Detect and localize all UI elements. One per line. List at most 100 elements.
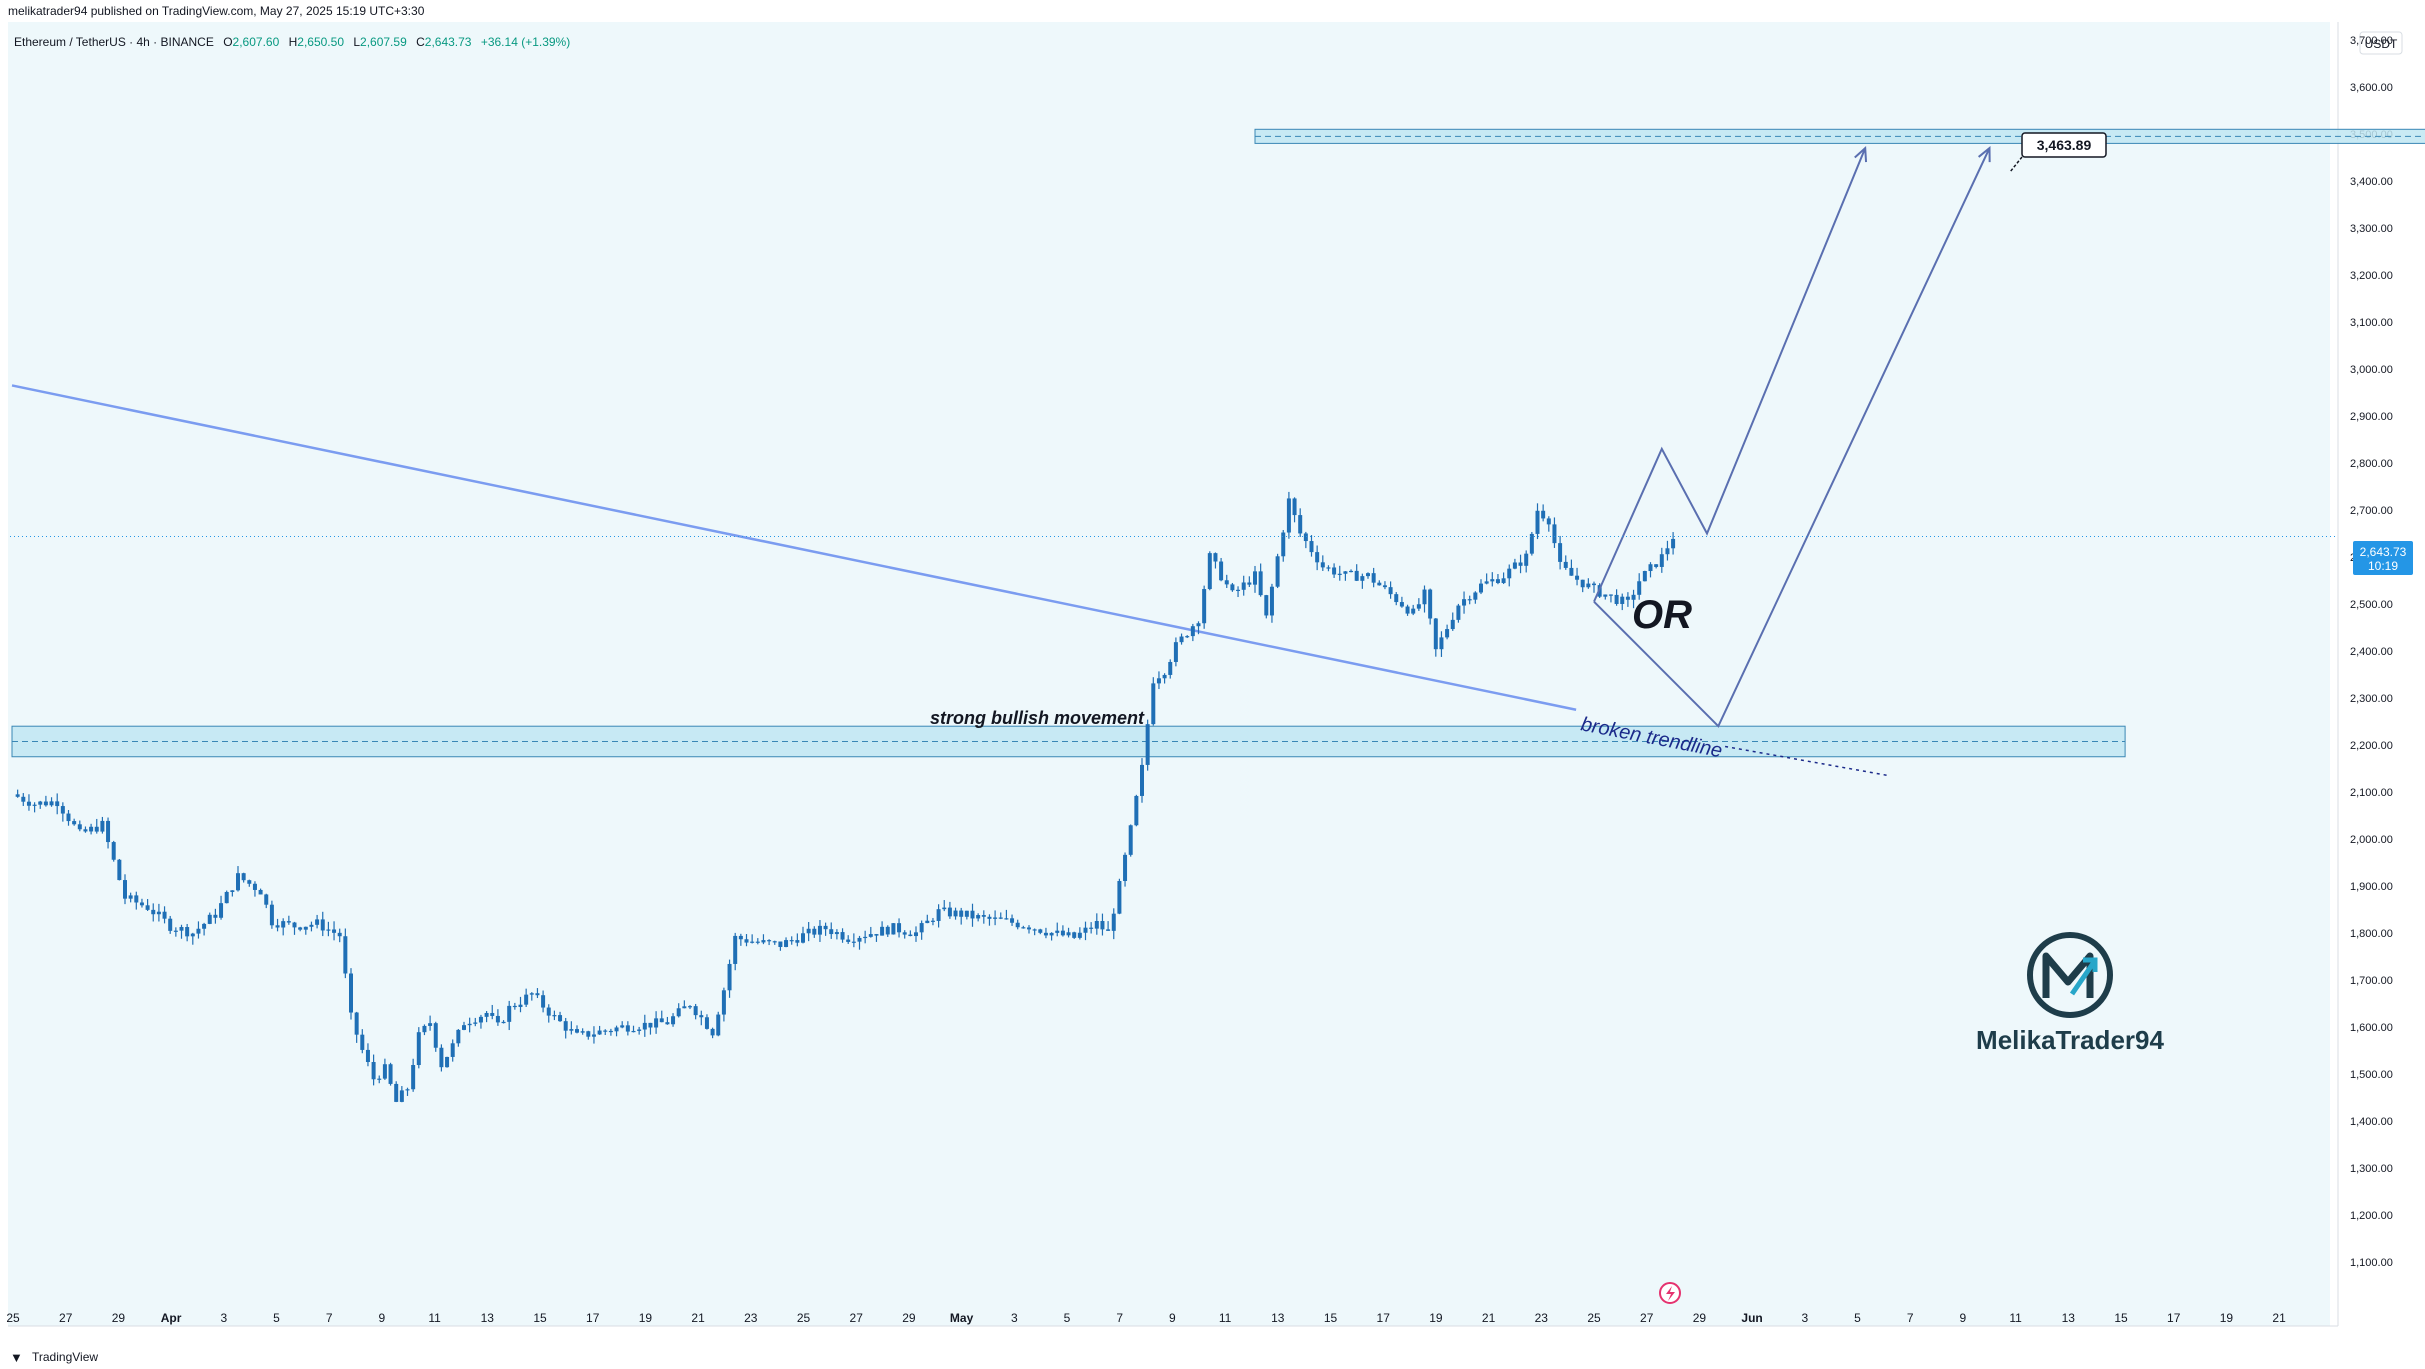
candle-body bbox=[219, 903, 224, 918]
logo-m-icon bbox=[2027, 932, 2113, 1018]
candle-body bbox=[959, 910, 964, 917]
candle-body bbox=[207, 914, 212, 924]
candle-body bbox=[298, 927, 303, 930]
time-tick-label: 21 bbox=[691, 1311, 705, 1325]
candle-body bbox=[812, 928, 817, 935]
candle-body bbox=[1185, 636, 1190, 638]
time-tick-label: 27 bbox=[1640, 1311, 1654, 1325]
target-callout-text: 3,463.89 bbox=[2037, 137, 2092, 153]
zones bbox=[11, 128, 2425, 758]
candle-body bbox=[795, 940, 800, 943]
candle-body bbox=[360, 1034, 365, 1050]
candle-body bbox=[94, 826, 99, 832]
candle-body bbox=[168, 918, 173, 931]
candle-body bbox=[738, 935, 743, 940]
candle-body bbox=[224, 891, 229, 904]
time-tick-label: Apr bbox=[161, 1311, 182, 1325]
candle-body bbox=[1580, 579, 1585, 588]
time-tick-label: 17 bbox=[2167, 1311, 2181, 1325]
candle-body bbox=[1021, 927, 1026, 929]
high-label: H bbox=[289, 35, 298, 49]
price-tick-label: 3,200.00 bbox=[2350, 270, 2393, 282]
time-tick-label: 21 bbox=[1482, 1311, 1496, 1325]
candle-body bbox=[1450, 619, 1455, 630]
candle-body bbox=[1473, 592, 1478, 600]
time-tick-label: 5 bbox=[273, 1311, 280, 1325]
candle-body bbox=[1196, 623, 1201, 627]
candle-body bbox=[1060, 930, 1065, 936]
price-tick-label: 1,900.00 bbox=[2350, 881, 2393, 893]
candle-body bbox=[1309, 541, 1314, 553]
or-annotation: OR bbox=[1632, 593, 1692, 637]
candle-body bbox=[1490, 579, 1495, 582]
price-tick-label: 1,300.00 bbox=[2350, 1163, 2393, 1175]
candle-body bbox=[1529, 533, 1534, 554]
price-tick-label: 3,400.00 bbox=[2350, 176, 2393, 188]
candle-body bbox=[371, 1062, 376, 1080]
price-tick-label: 1,800.00 bbox=[2350, 928, 2393, 940]
price-tick-label: 1,200.00 bbox=[2350, 1210, 2393, 1222]
candle-body bbox=[1625, 596, 1630, 600]
trendlines bbox=[11, 384, 1889, 777]
candle-body bbox=[518, 1004, 523, 1007]
candle-body bbox=[947, 907, 952, 917]
candle-body bbox=[1439, 637, 1444, 650]
candle-body bbox=[1462, 599, 1467, 606]
candle-body bbox=[851, 941, 856, 943]
candle-body bbox=[1637, 581, 1642, 595]
candle-body bbox=[1100, 920, 1105, 930]
target-leader-line bbox=[2009, 156, 2023, 173]
candle-body bbox=[1111, 913, 1116, 931]
candle-body bbox=[1140, 764, 1144, 796]
time-tick-label: 17 bbox=[1377, 1311, 1391, 1325]
price-tick-label: 2,700.00 bbox=[2350, 505, 2393, 517]
candle-body bbox=[1332, 567, 1337, 575]
candle-body bbox=[1094, 920, 1099, 929]
candle-body bbox=[1156, 678, 1161, 684]
candle-body bbox=[1015, 922, 1020, 928]
candle-body bbox=[1366, 573, 1370, 577]
candle-body bbox=[665, 1022, 670, 1025]
candle-body bbox=[880, 926, 885, 936]
candle-body bbox=[478, 1016, 483, 1023]
candle-body bbox=[190, 933, 195, 937]
time-tick-label: 15 bbox=[1324, 1311, 1338, 1325]
candle-body bbox=[1230, 584, 1235, 591]
candle-body bbox=[462, 1025, 466, 1030]
high-value: 2,650.50 bbox=[297, 35, 344, 49]
candle-body bbox=[1117, 880, 1122, 914]
candle-body bbox=[1275, 556, 1280, 587]
candle-body bbox=[704, 1017, 709, 1029]
candle-body bbox=[467, 1023, 472, 1026]
candle-body bbox=[1360, 576, 1365, 581]
time-tick-label: 19 bbox=[639, 1311, 653, 1325]
time-tick-label: 23 bbox=[744, 1311, 758, 1325]
candle-body bbox=[32, 804, 37, 806]
candle-body bbox=[1106, 929, 1111, 931]
candle-body bbox=[1507, 568, 1512, 579]
close-label: C bbox=[416, 35, 425, 49]
candle-body bbox=[66, 813, 71, 822]
candle-body bbox=[26, 801, 31, 806]
candle-body bbox=[1541, 510, 1546, 519]
candle-body bbox=[1281, 532, 1286, 557]
candle-body bbox=[1269, 586, 1274, 616]
candle-body bbox=[123, 880, 127, 899]
candle-body bbox=[1027, 927, 1031, 930]
candle-body bbox=[699, 1015, 704, 1018]
candle-body bbox=[1394, 594, 1399, 603]
candle-body bbox=[1399, 602, 1404, 607]
candle-body bbox=[654, 1018, 659, 1028]
candle-body bbox=[784, 940, 789, 947]
candle-body bbox=[1326, 567, 1331, 569]
candle-body bbox=[1354, 570, 1359, 581]
candle-body bbox=[998, 917, 1003, 919]
candle-body bbox=[693, 1006, 698, 1016]
currency-badge-box[interactable] bbox=[2359, 31, 2403, 55]
candle-body bbox=[428, 1023, 433, 1026]
candle-body bbox=[332, 929, 337, 933]
candle-body bbox=[659, 1018, 664, 1023]
symbol-name: Ethereum / TetherUS · 4h · BINANCE bbox=[14, 35, 214, 49]
candle-body bbox=[1303, 533, 1308, 542]
